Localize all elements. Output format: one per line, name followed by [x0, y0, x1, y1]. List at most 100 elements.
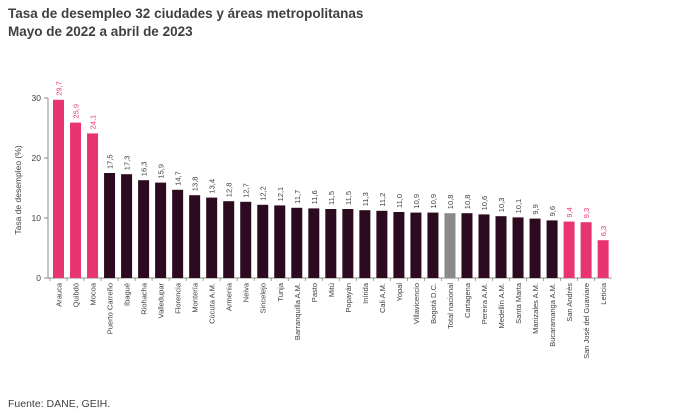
bar — [257, 204, 269, 278]
category-label: Quibdó — [72, 283, 81, 307]
value-label: 11,0 — [395, 194, 404, 208]
value-label: 10,8 — [446, 195, 455, 210]
value-label: 9,4 — [565, 207, 574, 217]
bar — [206, 197, 218, 278]
y-tick-label: 20 — [32, 153, 42, 163]
value-label: 6,3 — [599, 226, 608, 236]
category-label: Ibagué — [123, 283, 132, 306]
value-label: 14,7 — [174, 171, 183, 186]
value-label: 29,7 — [55, 81, 64, 96]
value-label: 10,6 — [480, 196, 489, 211]
value-label: 15,9 — [157, 164, 166, 179]
bar — [223, 201, 235, 278]
bar — [410, 212, 422, 278]
bar — [444, 213, 456, 278]
value-label: 12,8 — [225, 183, 234, 198]
category-label: Riohacha — [140, 282, 149, 315]
bar — [308, 208, 320, 278]
y-tick-label: 30 — [32, 93, 42, 103]
value-label: 24,1 — [89, 115, 98, 130]
category-label: Mitú — [327, 283, 336, 297]
bar — [291, 207, 303, 278]
category-label: Cúcuta A.M. — [208, 283, 217, 324]
y-axis-title-group: Tasa de desempleo (%) — [13, 145, 23, 234]
category-label: Armenia — [225, 282, 234, 311]
category-label: Pereira A.M. — [480, 283, 489, 324]
value-label: 11,6 — [310, 190, 319, 204]
value-label: 10,8 — [463, 195, 472, 210]
value-label: 10,3 — [497, 198, 506, 213]
value-label: 25,9 — [72, 104, 81, 119]
bar — [121, 174, 133, 278]
category-label: Tunja — [276, 282, 285, 301]
y-axis: 0 10 20 30 — [32, 93, 49, 283]
bar — [393, 212, 405, 278]
bar — [104, 173, 116, 278]
value-label: 11,3 — [361, 192, 370, 206]
bar — [563, 221, 575, 278]
bar — [427, 212, 439, 278]
category-label: Santa Marta — [514, 282, 523, 324]
value-label: 10,9 — [429, 194, 438, 209]
category-label: Neiva — [242, 282, 251, 302]
bar — [342, 209, 354, 278]
bar — [546, 220, 558, 278]
value-label: 12,1 — [276, 187, 285, 202]
value-label: 17,5 — [106, 154, 115, 169]
category-label: Bogotá D.C. — [429, 283, 438, 324]
category-label: Total nacional — [446, 283, 455, 329]
category-label: Bucaramanga A.M. — [548, 283, 557, 347]
category-label: Florencia — [174, 282, 183, 314]
category-label: Villavicencio — [412, 283, 421, 324]
value-label: 17,3 — [123, 156, 132, 171]
category-label: Yopal — [395, 283, 404, 302]
bar — [70, 122, 82, 278]
value-label: 11,7 — [293, 190, 302, 204]
category-label: Pasto — [310, 283, 319, 302]
value-label: 9,6 — [548, 206, 557, 216]
value-label: 9,3 — [582, 208, 591, 218]
value-label: 9,9 — [531, 204, 540, 214]
bar — [529, 218, 541, 278]
bar — [495, 216, 507, 278]
y-axis-title: Tasa de desempleo (%) — [13, 145, 23, 234]
bar-chart: Tasa de desempleo (%) 0 10 20 30 29,7 25,9 24… — [13, 81, 612, 359]
category-label: Manizales A.M. — [531, 283, 540, 334]
bars — [53, 99, 609, 278]
x-axis — [48, 277, 612, 281]
value-label: 10,1 — [514, 199, 523, 214]
category-label: Puerto Carreño — [106, 283, 115, 334]
bar — [580, 222, 592, 278]
category-label: Mocoa — [89, 282, 98, 305]
category-labels: Arauca Quibdó Mocoa Puerto Carreño Ibagué Rio… — [55, 282, 609, 359]
value-label: 11,2 — [378, 193, 387, 207]
value-label: 13,4 — [208, 179, 217, 194]
source-note: Fuente: DANE, GEIH. — [8, 398, 111, 410]
category-label: Cartagena — [463, 282, 472, 318]
bar — [512, 217, 524, 278]
bar — [138, 180, 150, 278]
category-label: Arauca — [55, 282, 64, 307]
bar — [376, 210, 388, 278]
bar — [87, 133, 99, 278]
bar — [461, 213, 473, 278]
value-label: 13,8 — [191, 177, 200, 192]
bar — [359, 210, 371, 278]
category-label: Montería — [191, 282, 200, 312]
value-label: 11,5 — [344, 191, 353, 205]
bar — [325, 209, 337, 278]
category-label: Barranquilla A.M. — [293, 283, 302, 340]
value-label: 12,7 — [242, 183, 251, 198]
value-label: 12,2 — [259, 186, 268, 201]
value-label: 11,5 — [327, 191, 336, 205]
category-label: Popayán — [344, 283, 353, 313]
value-labels: 29,7 25,9 24,1 17,5 17,3 16,3 15,9 14,7 13,8 13,4… — [55, 81, 609, 236]
bar — [478, 214, 490, 278]
bar — [274, 205, 286, 278]
category-label: Sincelejo — [259, 283, 268, 313]
category-label: Leticia — [599, 282, 608, 305]
category-label: Inírida — [361, 282, 370, 304]
bar — [155, 182, 167, 278]
bar — [597, 240, 609, 278]
